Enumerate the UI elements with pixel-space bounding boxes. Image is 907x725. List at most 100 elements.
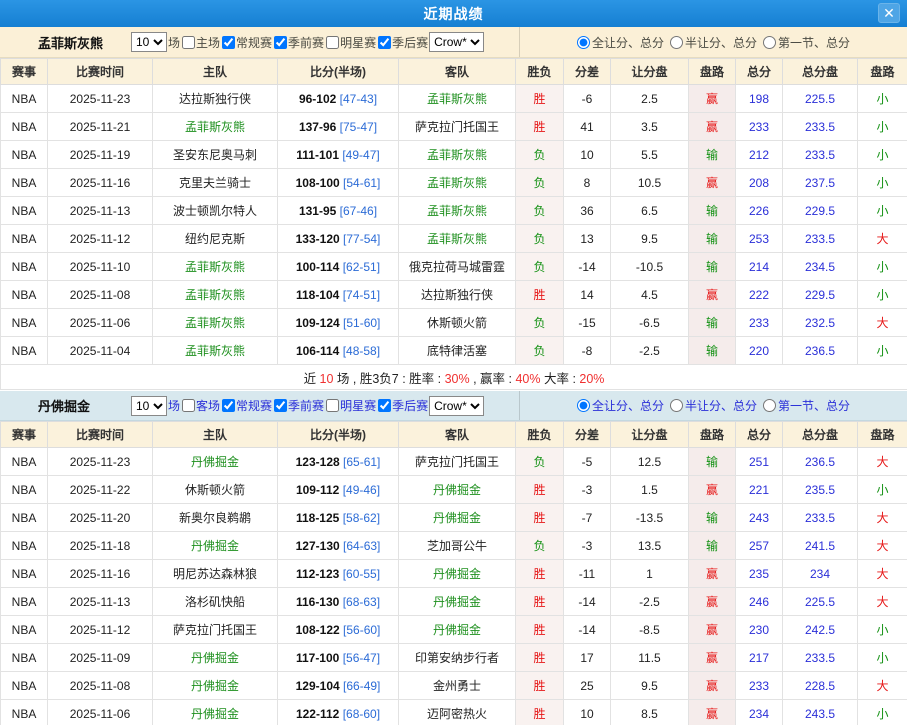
cell-handicap-result: 赢 <box>688 699 736 725</box>
radio-第一节、总分[interactable] <box>763 399 776 412</box>
radio-option-1[interactable]: 半让分、总分 <box>669 34 757 51</box>
filter-checkbox-0[interactable]: 客场 <box>180 397 220 414</box>
cell-over-under: 大 <box>857 587 907 616</box>
filter-checkbox-3[interactable]: 明星赛 <box>324 397 376 414</box>
column-header: 比分(半场) <box>277 58 399 85</box>
filter-checkbox-2[interactable]: 季前赛 <box>272 397 324 414</box>
radio-option-2[interactable]: 第一节、总分 <box>763 34 850 51</box>
checkbox-label: 明星赛 <box>340 35 377 50</box>
checkbox-label: 明星赛 <box>340 399 377 413</box>
cell-away-team: 孟菲斯灰熊 <box>398 224 516 253</box>
checkbox-季后赛[interactable] <box>378 35 392 49</box>
cell-total-points: 233 <box>735 112 783 141</box>
checkbox-季前赛[interactable] <box>274 35 288 49</box>
checkbox-常规赛[interactable] <box>222 35 236 49</box>
cell-result: 胜 <box>515 280 564 309</box>
column-header: 总分 <box>735 421 783 448</box>
checkbox-label: 季后赛 <box>392 399 429 413</box>
cell-point-diff: 8 <box>563 168 611 197</box>
score-halftime: [75-47] <box>339 119 378 134</box>
cell-result: 负 <box>515 252 564 281</box>
cell-total-line: 229.5 <box>782 280 858 309</box>
cell-away-team: 孟菲斯灰熊 <box>398 168 516 197</box>
cell-league: NBA <box>0 475 48 504</box>
cell-date: 2025-11-21 <box>47 112 153 141</box>
odds-company-select[interactable]: Crow* <box>429 395 485 416</box>
cell-handicap-result: 赢 <box>688 559 736 588</box>
cell-handicap-result: 赢 <box>688 587 736 616</box>
filter-checkbox-4[interactable]: 季后赛 <box>376 397 428 414</box>
close-icon[interactable]: ✕ <box>878 3 900 23</box>
cell-result: 胜 <box>515 643 564 672</box>
checkbox-季后赛[interactable] <box>378 399 392 412</box>
team-name: 孟菲斯灰熊 <box>38 35 104 51</box>
checkbox-明星赛[interactable] <box>326 35 340 49</box>
match-row: NBA 2025-11-06 丹佛掘金 122-112 [68-60] 迈阿密热火胜 10… <box>0 699 907 725</box>
checkbox-季前赛[interactable] <box>274 399 288 412</box>
checkbox-明星赛[interactable] <box>326 399 340 412</box>
filter-checkbox-2[interactable]: 季前赛 <box>272 34 324 51</box>
match-row: NBA 2025-11-10 孟菲斯灰熊 100-114 [62-51] 俄克拉荷马城雷… <box>0 252 907 281</box>
cell-handicap-line: 10.5 <box>610 168 689 197</box>
summary-row: 近 10 场 , 胜3负7 : 胜率 : 30% , 赢率 : 40% 大率 :… <box>0 364 907 390</box>
games-count-select[interactable]: 10 <box>131 395 167 416</box>
summary-segment: 10 <box>319 371 334 386</box>
cell-league: NBA <box>0 280 48 309</box>
checkbox-label: 常规赛 <box>236 399 273 413</box>
radio-半让分、总分[interactable] <box>669 399 683 412</box>
cell-date: 2025-11-12 <box>47 615 153 644</box>
cell-total-line: 228.5 <box>782 671 858 700</box>
radio-option-2[interactable]: 第一节、总分 <box>763 397 850 414</box>
cell-point-diff: -11 <box>563 559 611 588</box>
filter-checkbox-1[interactable]: 常规赛 <box>220 397 272 414</box>
cell-away-team: 孟菲斯灰熊 <box>398 140 516 169</box>
cell-home-team: 萨克拉门托国王 <box>152 615 278 644</box>
checkbox-label: 主场 <box>196 35 221 50</box>
cell-point-diff: 13 <box>563 224 611 253</box>
odds-company-select[interactable]: Crow* <box>429 32 485 52</box>
filter-checkbox-0[interactable]: 主场 <box>180 34 220 51</box>
checkbox-常规赛[interactable] <box>222 399 236 412</box>
cell-total-line: 233.5 <box>782 643 858 672</box>
score-halftime: [58-62] <box>342 510 381 525</box>
cell-home-team: 丹佛掘金 <box>152 531 278 560</box>
cell-league: NBA <box>0 140 48 169</box>
column-header: 主队 <box>152 58 278 85</box>
cell-home-team: 波士顿凯尔特人 <box>152 196 278 225</box>
cell-point-diff: 14 <box>563 280 611 309</box>
checkbox-客场[interactable] <box>182 399 196 412</box>
cell-away-team: 丹佛掘金 <box>398 503 516 532</box>
radio-第一节、总分[interactable] <box>763 35 776 49</box>
cell-date: 2025-11-08 <box>47 280 153 309</box>
cell-league: NBA <box>0 196 48 225</box>
filter-checkbox-3[interactable]: 明星赛 <box>324 34 376 51</box>
match-row: NBA 2025-11-20 新奥尔良鹈鹕 118-125 [58-62] 丹佛掘金胜 -… <box>0 503 907 532</box>
radio-label: 半让分、总分 <box>684 399 757 413</box>
cell-result: 负 <box>515 531 564 560</box>
filter-checkbox-4[interactable]: 季后赛 <box>376 34 428 51</box>
score-fulltime: 108-100 <box>295 175 340 190</box>
checkbox-主场[interactable] <box>182 35 196 49</box>
cell-home-team: 洛杉矶快船 <box>152 587 278 616</box>
radio-option-1[interactable]: 半让分、总分 <box>669 397 757 414</box>
cell-over-under: 小 <box>857 336 907 365</box>
cell-away-team: 达拉斯独行侠 <box>398 280 516 309</box>
column-header: 比赛时间 <box>47 58 153 85</box>
cell-point-diff: -6 <box>563 84 611 113</box>
filter-checkbox-1[interactable]: 常规赛 <box>220 34 272 51</box>
cell-home-team: 明尼苏达森林狼 <box>152 559 278 588</box>
radio-半让分、总分[interactable] <box>669 35 683 49</box>
cell-date: 2025-11-06 <box>47 699 153 725</box>
games-count-select[interactable]: 10 <box>131 32 167 52</box>
score-fulltime: 137-96 <box>298 119 337 134</box>
radio-全让分、总分[interactable] <box>576 35 590 49</box>
radio-全让分、总分[interactable] <box>576 399 590 412</box>
cell-result: 负 <box>515 140 564 169</box>
games-suffix-label: 场 <box>168 399 181 413</box>
radio-option-0[interactable]: 全让分、总分 <box>576 397 664 414</box>
match-row: NBA 2025-11-19 圣安东尼奥马刺 111-101 [49-47] 孟菲斯灰熊… <box>0 140 907 169</box>
cell-away-team: 休斯顿火箭 <box>398 308 516 337</box>
radio-option-0[interactable]: 全让分、总分 <box>576 34 664 51</box>
summary-segment: 40% <box>515 371 541 386</box>
cell-away-team: 印第安纳步行者 <box>398 643 516 672</box>
